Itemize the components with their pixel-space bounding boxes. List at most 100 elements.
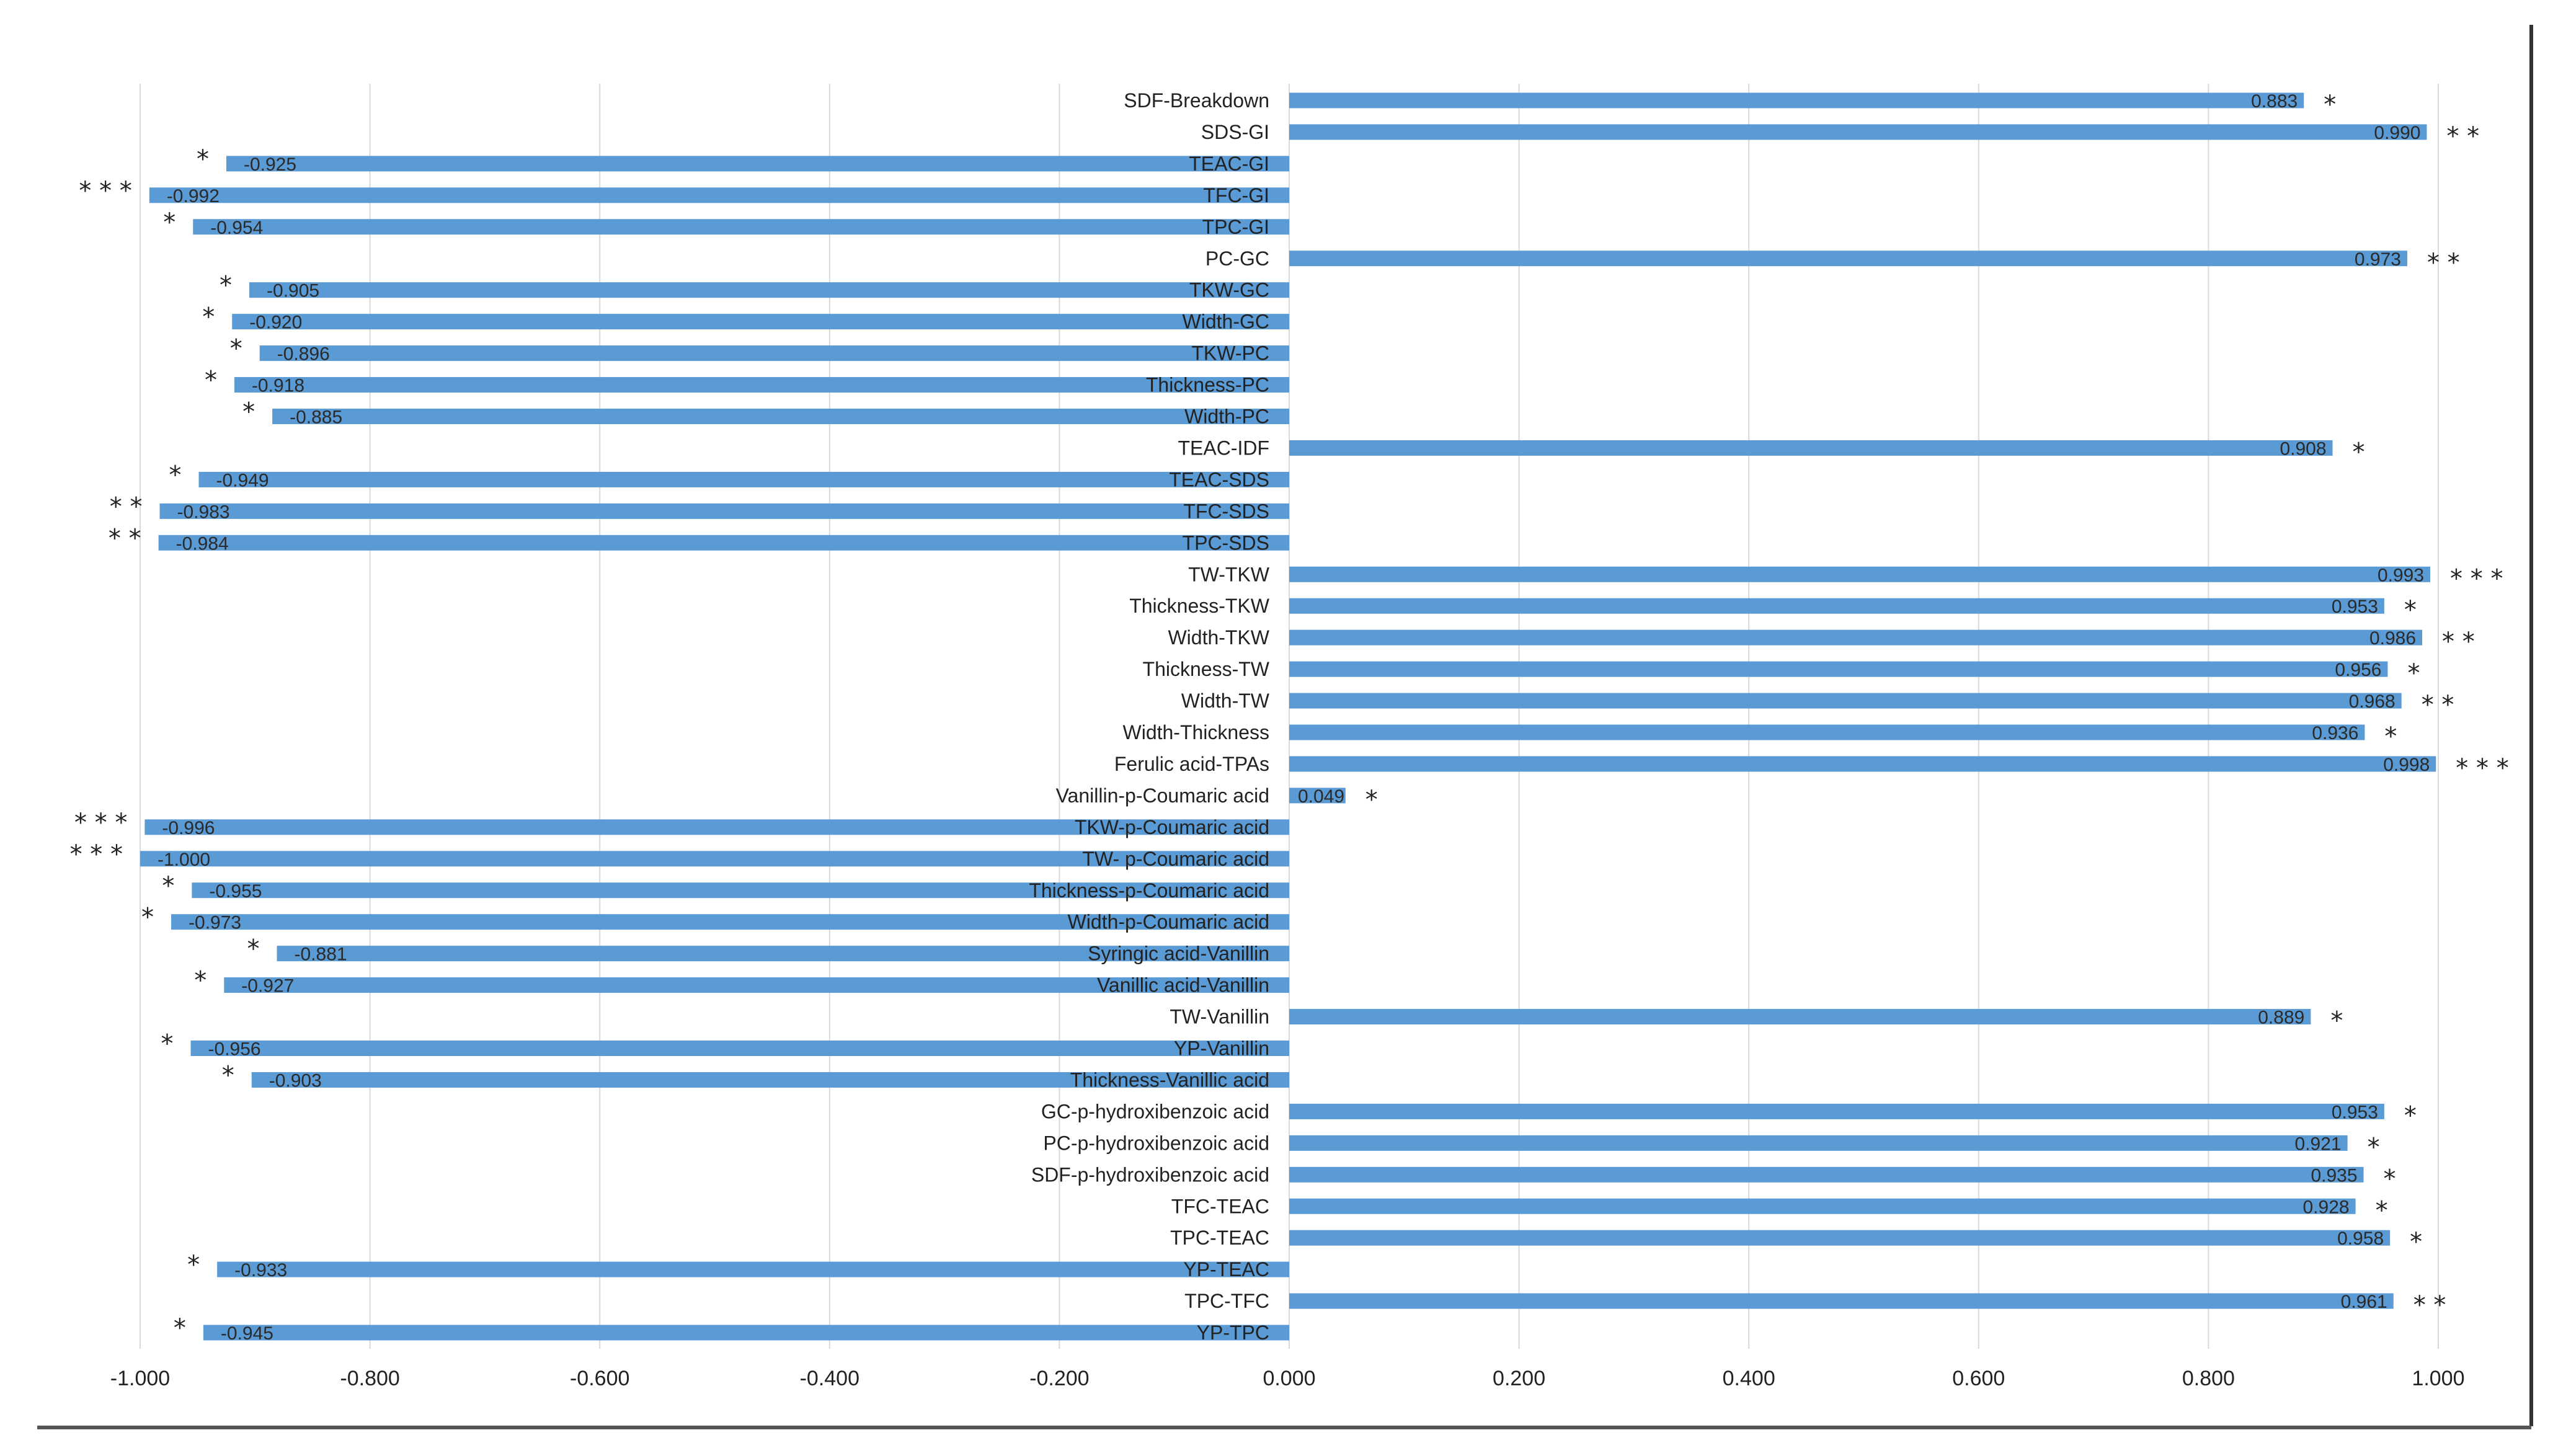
bar-row: TKW-GC -0.905 * [220,272,1289,301]
significance-marker: * [2410,1228,2422,1256]
bar-row: TPC-TEAC 0.958 * [1170,1227,2422,1256]
bar [1289,1135,2348,1151]
x-tick-label: -0.600 [570,1367,629,1390]
category-label: TPC-SDS [1183,531,1269,554]
significance-marker: * [205,366,217,395]
bar [1289,124,2427,140]
bar [171,914,1289,930]
bar [140,851,1289,867]
bar-row: TW-Vanillin 0.889 * [1170,1006,2343,1036]
data-value-label: 0.986 [2369,628,2416,649]
category-label: Width-Thickness [1123,721,1270,744]
category-label: PC-p-hydroxibenzoic acid [1043,1132,1269,1154]
category-label: PC-GC [1205,247,1269,270]
significance-marker: * * [2446,122,2479,151]
data-value-label: 0.936 [2312,723,2358,744]
bar [1289,251,2407,267]
significance-marker: * [2324,91,2336,119]
x-tick-label: 0.000 [1263,1367,1315,1390]
significance-marker: * [2404,1101,2417,1130]
bar [1289,661,2388,677]
bar [159,503,1290,519]
data-value-label: -0.983 [177,502,230,522]
bar-row: Thickness-TKW 0.953 * [1129,595,2417,624]
category-label: Thickness-p-Coumaric acid [1029,879,1269,902]
x-tick-label: 1.000 [2412,1367,2464,1390]
category-label: Thickness-PC [1146,374,1269,396]
category-label: TFC-GI [1203,184,1269,206]
x-axis-ticks: -1.000 -0.800 -0.600 -0.400 -0.200 0.000 0.200… [110,1367,2465,1390]
bar-row: Ferulic acid-TPAs 0.998 * * * [1114,753,2509,783]
significance-marker: * * [2422,691,2454,719]
bar-row: Vanillin-p-Coumaric acid 0.049 * [1056,784,1378,814]
bar-row: TKW-PC -0.896 * [230,335,1289,365]
significance-marker: * [202,303,215,332]
category-label: TPC-TEAC [1170,1227,1269,1249]
data-value-label: -0.945 [221,1323,273,1344]
category-label: Thickness-TW [1143,658,1270,680]
data-value-label: 0.998 [2383,755,2430,775]
significance-marker: * [174,1314,186,1343]
significance-marker: * [197,145,209,174]
significance-marker: * [2404,596,2417,624]
data-value-label: -0.905 [267,281,319,301]
category-label: TKW-PC [1191,342,1269,365]
bar-row: SDF-Breakdown 0.883 * [1124,89,2336,119]
bar-row: TFC-GI -0.992 * * * [79,177,1290,206]
category-label: Width-TKW [1168,626,1269,649]
bar-row: PC-p-hydroxibenzoic acid 0.921 * [1043,1132,2379,1161]
significance-marker: * [1365,786,1378,814]
category-label: Width-TW [1181,690,1270,712]
bar [232,314,1289,330]
significance-marker: * [242,398,255,427]
data-value-label: 0.993 [2378,565,2424,585]
data-value-label: -0.896 [277,344,330,365]
significance-marker: * * * [79,177,131,205]
significance-marker: * [2353,438,2365,466]
significance-marker: * [141,903,154,932]
bar-row: TEAC-IDF 0.908 * [1178,437,2364,466]
category-label: YP-TPC [1197,1321,1269,1344]
bar-row: Width-p-Coumaric acid -0.973 * [141,903,1289,933]
category-label: SDS-GI [1201,121,1269,143]
category-label: TPC-TFC [1184,1290,1269,1312]
significance-marker: * * [2427,249,2460,277]
data-value-label: -0.954 [210,218,263,238]
data-value-label: -1.000 [158,850,210,870]
bar [1289,629,2423,646]
category-label: TKW-p-Coumaric acid [1075,816,1269,838]
bar [251,1072,1290,1088]
data-value-label: 0.889 [2258,1008,2304,1028]
x-tick-label: 0.800 [2182,1367,2235,1390]
category-label: Vanillic acid-Vanillin [1097,974,1269,997]
bar [217,1261,1289,1277]
bar [1289,440,2333,456]
category-label: YP-Vanillin [1174,1037,1269,1060]
bar [1289,693,2402,709]
bar-row: Width-TKW 0.986 * * [1168,626,2474,656]
data-value-label: -0.881 [295,944,347,965]
data-value-label: -0.955 [209,881,262,902]
significance-marker: * [247,935,260,964]
bar-row: TFC-TEAC 0.928 * [1171,1195,2388,1225]
data-value-label: 0.928 [2303,1197,2350,1217]
category-label: TW- p-Coumaric acid [1082,848,1269,870]
significance-marker: * * * [2450,564,2503,593]
data-value-label: -0.956 [208,1039,261,1060]
data-value-label: 0.908 [2280,438,2326,459]
category-label: TPC-GI [1202,216,1269,238]
significance-marker: * [220,272,232,300]
x-tick-label: 0.600 [1952,1367,2005,1390]
significance-marker: * * [2413,1291,2446,1320]
bar-row: Thickness-Vanillic acid -0.903 * [222,1061,1290,1091]
data-value-label: -0.927 [241,976,294,997]
data-value-label: -0.925 [244,154,296,175]
data-value-label: -0.885 [290,407,342,428]
category-label: SDF-Breakdown [1124,89,1269,112]
data-value-label: 0.958 [2337,1228,2384,1249]
bar-row: SDF-p-hydroxibenzoic acid 0.935 * [1031,1163,2396,1193]
bar [1289,92,2304,109]
data-value-label: 0.990 [2374,123,2420,143]
x-tick-label: -0.400 [800,1367,859,1390]
